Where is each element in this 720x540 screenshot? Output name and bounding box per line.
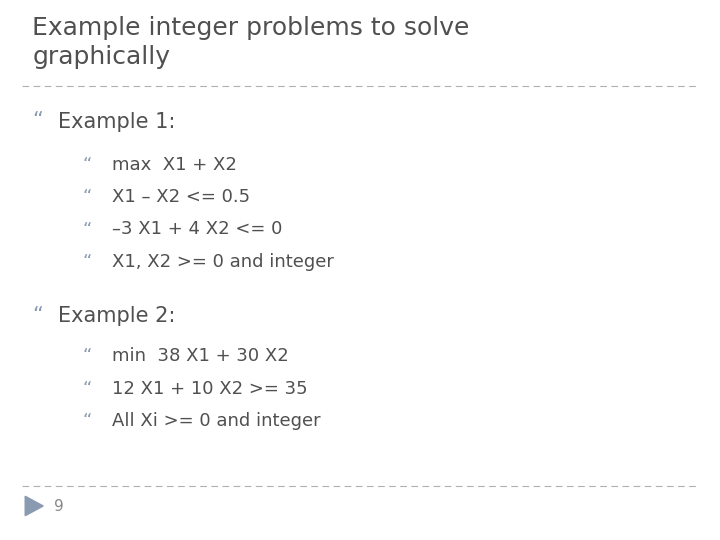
- Text: “: “: [83, 188, 92, 206]
- Text: X1, X2 >= 0 and integer: X1, X2 >= 0 and integer: [112, 253, 333, 271]
- Text: Example 1:: Example 1:: [58, 111, 175, 132]
- Text: min  38 X1 + 30 X2: min 38 X1 + 30 X2: [112, 347, 288, 366]
- Text: “: “: [83, 220, 92, 239]
- Text: “: “: [83, 412, 92, 430]
- Text: max  X1 + X2: max X1 + X2: [112, 156, 236, 174]
- Text: X1 – X2 <= 0.5: X1 – X2 <= 0.5: [112, 188, 250, 206]
- Text: “: “: [32, 306, 43, 326]
- Text: 12 X1 + 10 X2 >= 35: 12 X1 + 10 X2 >= 35: [112, 380, 307, 398]
- Text: “: “: [83, 253, 92, 271]
- Text: Example integer problems to solve
graphically: Example integer problems to solve graphi…: [32, 16, 469, 69]
- Text: “: “: [83, 380, 92, 398]
- Text: Example 2:: Example 2:: [58, 306, 175, 326]
- Text: –3 X1 + 4 X2 <= 0: –3 X1 + 4 X2 <= 0: [112, 220, 282, 239]
- Text: 9: 9: [54, 499, 64, 514]
- Text: “: “: [83, 347, 92, 366]
- Text: “: “: [32, 111, 43, 132]
- Text: All Xi >= 0 and integer: All Xi >= 0 and integer: [112, 412, 320, 430]
- Text: “: “: [83, 156, 92, 174]
- Polygon shape: [25, 496, 43, 516]
